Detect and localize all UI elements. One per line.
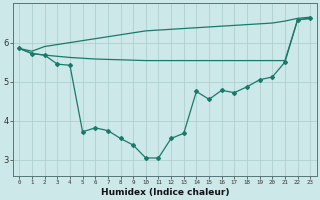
X-axis label: Humidex (Indice chaleur): Humidex (Indice chaleur) — [100, 188, 229, 197]
